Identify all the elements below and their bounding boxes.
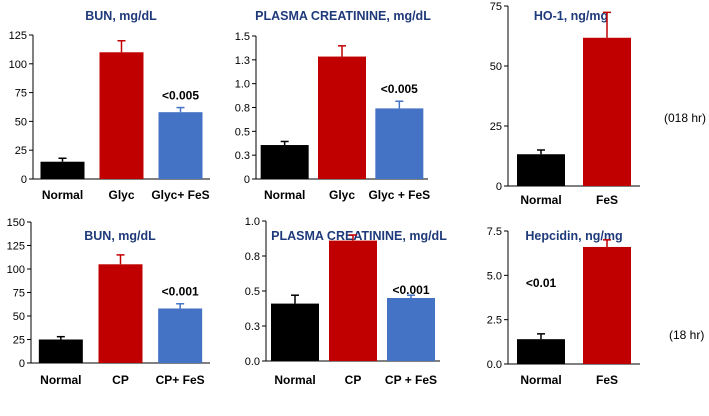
y-tick-label: 125 <box>9 30 27 42</box>
bar-glyc <box>318 56 366 179</box>
y-tick-label: 0.0 <box>487 359 502 371</box>
chart-1: BUN, mg/dL 0 25 50 75 100 125 Normal Glyc Glyc+ F… <box>9 9 210 202</box>
x-category-label: Glyc + FeS <box>368 188 430 202</box>
bar-glyc-fes <box>158 112 203 179</box>
x-category-label: Glyc <box>108 188 134 202</box>
x-category-label: Glyc <box>329 188 355 202</box>
y-tick-label: 0.8 <box>245 251 260 263</box>
y-tick-label: 0 <box>21 174 27 186</box>
y-tick-label: 0 <box>19 358 25 370</box>
side-label-bottom: (18 hr) <box>669 328 704 342</box>
p-value-annotation: <0.005 <box>162 89 199 103</box>
x-category-label: Glyc+ FeS <box>151 188 209 202</box>
x-category-label: CP+ FeS <box>156 373 205 387</box>
side-label-top: (018 hr) <box>664 111 706 125</box>
bar-fes <box>583 37 631 186</box>
x-category-label: Normal <box>40 373 81 387</box>
p-value-annotation: <0.001 <box>162 284 199 298</box>
bar-cp-fes <box>158 308 203 363</box>
y-tick-label: 1.3 <box>235 55 250 67</box>
x-category-label: FeS <box>596 373 618 387</box>
y-tick-label: 0.8 <box>235 103 250 115</box>
y-tick-label: 0.5 <box>235 126 250 138</box>
y-tick-label: 1.0 <box>245 216 260 228</box>
chart-title: Hepcidin, ng/mg <box>525 229 622 243</box>
bar-cp <box>329 240 377 361</box>
y-tick-label: 125 <box>7 241 25 253</box>
bar-glyc-fes <box>375 108 424 179</box>
chart-3: HO-1, ng/mg 0 25 50 75 Normal FeS <box>490 1 640 207</box>
bar-cp-fes <box>387 298 435 361</box>
y-tick-label: 50 <box>15 116 27 128</box>
y-tick-label: 5.0 <box>487 270 502 282</box>
chart-title: PLASMA CREATININE, mg/dL <box>271 229 447 243</box>
y-tick-label: 25 <box>13 335 25 347</box>
x-category-label: Normal <box>520 373 561 387</box>
bar-normal <box>517 154 565 186</box>
charts-group: BUN, mg/dL 0 25 50 75 100 125 Normal Glyc Glyc+ F… <box>7 1 640 387</box>
chart-title: HO-1, ng/mg <box>534 9 608 23</box>
x-category-label: Normal <box>520 193 561 207</box>
bar-normal <box>260 145 309 179</box>
x-category-label: CP + FeS <box>385 373 437 387</box>
y-tick-label: 25 <box>15 145 27 157</box>
p-value-annotation: <0.001 <box>392 283 429 297</box>
y-tick-label: 150 <box>7 217 25 229</box>
y-tick-label: 0 <box>244 174 250 186</box>
y-tick-label: 0 <box>496 181 502 193</box>
chart-4: BUN, mg/dL 0 25 50 75 100 125 150 Normal CP CP+ Fe… <box>7 217 210 387</box>
y-tick-label: 1.5 <box>235 31 250 43</box>
y-tick-label: 0.3 <box>235 150 250 162</box>
chart-title: BUN, mg/dL <box>84 229 156 243</box>
chart-title: PLASMA CREATININE, mg/dL <box>255 9 431 23</box>
x-category-label: Normal <box>42 188 83 202</box>
x-category-label: Normal <box>264 188 305 202</box>
bar-normal <box>40 161 85 179</box>
y-tick-label: 7.5 <box>487 226 502 238</box>
y-tick-label: 50 <box>490 61 502 73</box>
chart-2: PLASMA CREATININE, mg/dL 0 0.3 0.5 0.8 1.0 1.3… <box>235 9 431 202</box>
x-category-label: FeS <box>596 193 618 207</box>
y-tick-label: 100 <box>7 264 25 276</box>
y-tick-label: 50 <box>13 311 25 323</box>
y-tick-label: 0.3 <box>245 321 260 333</box>
y-tick-label: 75 <box>490 1 502 13</box>
y-tick-label: 75 <box>15 88 27 100</box>
y-tick-label: 2.5 <box>487 315 502 327</box>
bar-normal <box>271 303 319 361</box>
x-category-label: CP <box>345 373 362 387</box>
chart-5: PLASMA CREATININE, mg/dL 0.0 0.3 0.5 0.8 1.0 N… <box>245 216 447 387</box>
y-tick-label: 75 <box>13 288 25 300</box>
y-tick-label: 0.5 <box>245 286 260 298</box>
p-value-annotation: <0.005 <box>381 82 418 96</box>
chart-title: BUN, mg/dL <box>85 9 157 23</box>
y-tick-label: 25 <box>490 121 502 133</box>
p-value-annotation: <0.01 <box>526 276 557 290</box>
y-tick-label: 100 <box>9 59 27 71</box>
y-tick-label: 0.0 <box>245 356 260 368</box>
x-category-label: Normal <box>274 373 315 387</box>
bar-cp <box>98 264 143 363</box>
bar-normal <box>38 339 83 363</box>
bar-normal <box>517 339 565 364</box>
bar-fes <box>583 246 631 364</box>
chart-6: Hepcidin, ng/mg 0.0 2.5 5.0 7.5 Normal FeS <0.0… <box>487 226 640 387</box>
bar-glyc <box>99 52 144 179</box>
y-tick-label: 1.0 <box>235 79 250 91</box>
x-category-label: CP <box>112 373 129 387</box>
